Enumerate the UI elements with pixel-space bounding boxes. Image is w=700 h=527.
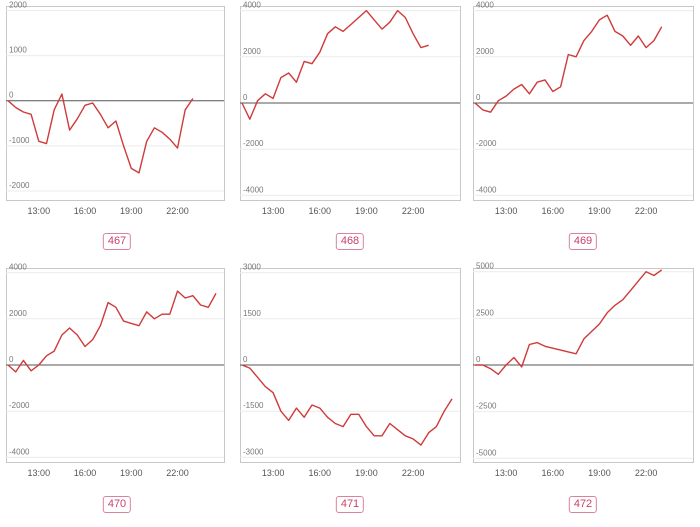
y-tick-label: -2000 [9,181,30,190]
y-tick-label: 1500 [243,309,261,318]
y-tick-label: 4000 [476,1,494,10]
x-tick-label: 13:00 [262,206,285,216]
y-tick-label: 0 [476,355,481,364]
y-tick-label: -4000 [476,185,497,194]
chart-panel-469: 4000 2000 0 -2000 -4000 13:00 16:00 19:00 22:00 [473,1,694,216]
y-tick-label: 3000 [243,263,261,272]
y-tick-label: -2000 [476,139,497,148]
series-line [7,290,217,373]
y-tick-label: 4000 [9,263,27,272]
x-tick-label: 19:00 [588,468,611,478]
panel-label: 471 [335,496,365,513]
x-tick-label: 22:00 [635,468,658,478]
y-tick-label: 2000 [243,47,261,56]
x-tick-label: 16:00 [309,468,332,478]
y-tick-label: 0 [9,91,14,100]
y-tick-label: -4000 [9,447,30,456]
x-tick-label: 19:00 [120,206,143,216]
y-tick-label: -2500 [476,402,497,411]
x-tick-label: 13:00 [262,468,285,478]
x-tick-label: 22:00 [166,206,189,216]
x-tick-label: 16:00 [74,468,97,478]
x-tick-label: 19:00 [120,468,143,478]
y-tick-label: -2000 [243,139,264,148]
x-tick-label: 16:00 [74,206,97,216]
y-tick-label: -2000 [9,401,30,410]
series-line [241,364,453,446]
chart-panel-467: 2000 1000 0 -1000 -2000 13:00 16:00 19:00 22:00 [6,1,225,216]
y-tick-label: 2000 [9,309,27,318]
y-tick-label: -5000 [476,448,497,457]
chart-panel-468: 4000 2000 0 -2000 -4000 13:00 16:00 19:00 22:00 [240,1,461,216]
y-tick-label: 2000 [476,47,494,56]
x-tick-label: 16:00 [542,206,565,216]
x-tick-label: 16:00 [542,468,565,478]
x-tick-label: 13:00 [495,206,518,216]
x-tick-label: 16:00 [309,206,332,216]
x-tick-label: 13:00 [495,468,518,478]
chart-panel-472: 5000 2500 0 -2500 -5000 13:00 16:00 19:00 22:00 [473,262,694,478]
x-tick-label: 13:00 [28,468,51,478]
y-tick-label: 0 [243,93,248,102]
panel-label: 470 [102,496,132,513]
x-tick-label: 19:00 [355,468,378,478]
y-tick-label: 4000 [243,1,261,10]
y-tick-label: -1500 [243,401,264,410]
y-tick-label: 0 [9,355,14,364]
series-line [474,14,663,113]
y-tick-label: 0 [243,355,248,364]
y-tick-label: -3000 [243,447,264,456]
chart-panel-470: 4000 2000 0 -2000 -4000 13:00 16:00 19:00 22:00 [6,263,225,478]
x-tick-label: 22:00 [166,468,189,478]
series-line [7,93,194,174]
x-tick-label: 19:00 [588,206,611,216]
x-tick-label: 19:00 [355,206,378,216]
y-tick-label: 1000 [9,46,27,55]
series-line [475,269,663,375]
panel-label: 468 [335,233,365,250]
x-tick-label: 22:00 [402,206,425,216]
series-line [241,9,429,120]
panel-label: 469 [568,233,598,250]
x-tick-label: 22:00 [402,468,425,478]
y-tick-label: 0 [476,93,481,102]
y-tick-label: 2000 [9,1,27,10]
y-tick-label: 2500 [476,308,494,317]
plot-frame [6,6,225,201]
x-tick-label: 22:00 [635,206,658,216]
x-tick-label: 13:00 [28,206,51,216]
panel-label: 472 [568,496,598,513]
chart-panel-471: 3000 1500 0 -1500 -3000 13:00 16:00 19:00 22:00 [240,263,461,478]
y-tick-label: -1000 [9,136,30,145]
panel-label: 467 [102,233,132,250]
y-tick-label: -4000 [243,185,264,194]
y-tick-label: 5000 [476,262,494,271]
